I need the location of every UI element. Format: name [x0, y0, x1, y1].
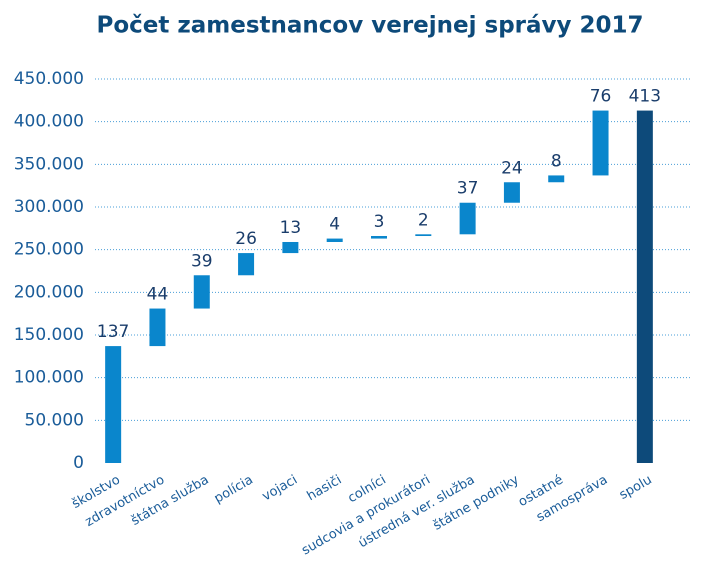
y-tick-label: 150.000 — [14, 325, 84, 345]
data-label: 44 — [147, 285, 169, 305]
bar — [193, 275, 210, 309]
data-label: 2 — [418, 210, 429, 230]
bar — [282, 241, 299, 254]
bar — [636, 110, 653, 463]
data-label: 137 — [97, 322, 129, 342]
bar — [371, 236, 387, 239]
data-label: 76 — [590, 87, 612, 107]
y-tick-label: 0 — [73, 453, 84, 473]
y-tick-label: 200.000 — [14, 282, 84, 302]
y-tick-label: 50.000 — [25, 410, 84, 430]
bar — [149, 308, 166, 347]
bar — [238, 253, 255, 276]
data-label: 3 — [374, 212, 385, 232]
bar — [105, 346, 122, 463]
data-label: 13 — [280, 218, 302, 238]
bar — [326, 238, 343, 242]
y-tick-label: 300.000 — [14, 197, 84, 217]
bar — [548, 175, 565, 183]
data-label: 39 — [191, 251, 213, 271]
data-label: 24 — [501, 158, 523, 178]
chart-title: Počet zamestnancov verejnej správy 2017 — [96, 13, 643, 39]
y-tick-label: 350.000 — [14, 154, 84, 174]
x-tick-label: hasiči — [305, 473, 345, 505]
y-tick-label: 100.000 — [14, 368, 84, 388]
x-tick-label: spolu — [617, 473, 655, 503]
x-tick-label: polícia — [212, 473, 256, 507]
x-tick-label: štátna služba — [129, 473, 212, 529]
bar — [459, 202, 476, 235]
data-label: 8 — [551, 151, 562, 171]
data-label: 37 — [457, 179, 479, 199]
bar — [503, 182, 520, 203]
y-tick-label: 400.000 — [14, 112, 84, 132]
x-tick-label: vojaci — [260, 473, 300, 505]
y-tick-label: 250.000 — [14, 240, 84, 260]
data-label: 26 — [235, 229, 257, 249]
data-label: 413 — [629, 87, 661, 107]
bar — [415, 234, 432, 237]
y-tick-label: 450.000 — [14, 69, 84, 89]
data-label: 4 — [329, 215, 340, 235]
bar — [592, 110, 609, 176]
